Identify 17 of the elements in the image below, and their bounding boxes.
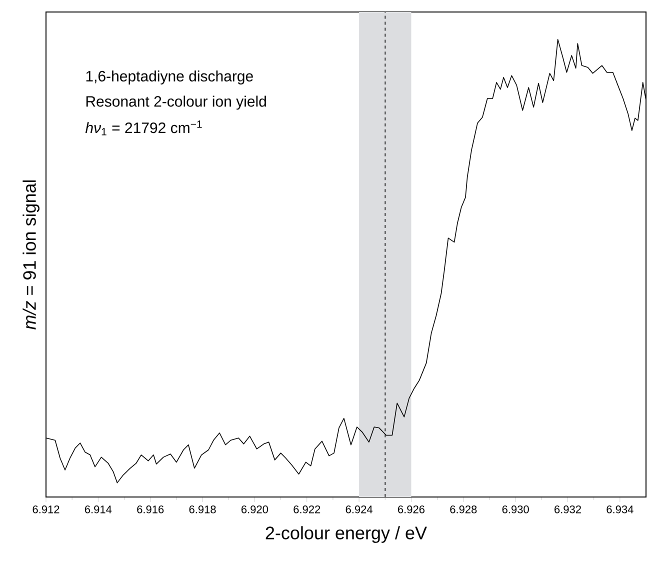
x-tick-label: 6.928 <box>450 506 477 514</box>
x-tick-label: 6.930 <box>502 506 529 514</box>
x-tick-label: 6.934 <box>606 506 634 514</box>
x-tick-label: 6.914 <box>84 506 112 514</box>
x-tick-label: 6.926 <box>398 506 425 514</box>
x-tick-label: 6.932 <box>554 506 581 514</box>
y-axis-title: m/z = 91 ion signal <box>22 180 40 330</box>
annotation: hν$_{1}$ = 21792 cm$^{−1}$ <box>85 120 202 136</box>
x-tick-label: 6.922 <box>294 506 320 514</box>
annotation: Resonant 2-colour ion yield <box>86 96 266 110</box>
x-tick-label: 6.918 <box>189 506 216 514</box>
x-tick-label: 6.920 <box>241 506 268 514</box>
annotation: 1,6-heptadiyne discharge <box>86 70 253 84</box>
x-axis-title: 2-colour energy / eV <box>266 526 427 543</box>
x-tick-label: 6.912 <box>32 506 60 514</box>
x-tick-label: 6.916 <box>137 506 164 514</box>
x-tick-label: 6.924 <box>346 506 372 514</box>
